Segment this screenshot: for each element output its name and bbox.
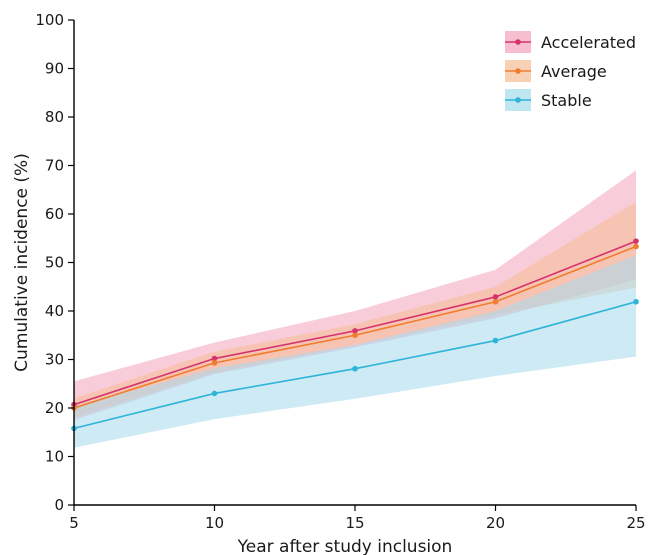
series-points	[71, 238, 639, 432]
x-tick-label: 25	[626, 514, 645, 532]
point-stable	[352, 365, 358, 372]
point-average	[211, 360, 218, 366]
confidence-bands	[74, 170, 636, 448]
legend-label: Accelerated	[541, 33, 636, 52]
legend-label: Average	[541, 62, 607, 81]
point-average	[633, 243, 639, 250]
point-accelerated	[352, 328, 358, 334]
y-ticks: 0 10 20 30 40 50 60 70 80 90 100	[35, 11, 74, 514]
x-axis-title: Year after study inclusion	[237, 537, 453, 555]
point-accelerated	[492, 294, 499, 300]
band-stable	[74, 255, 636, 448]
legend: Accelerated Average Stable	[505, 31, 636, 111]
y-tick-label: 30	[45, 351, 64, 369]
legend-marker	[515, 39, 521, 45]
legend-marker	[515, 68, 521, 74]
legend-item-accelerated: Accelerated	[505, 31, 636, 53]
y-axis-title: Cumulative incidence (%)	[12, 153, 32, 372]
legend-marker	[515, 97, 521, 103]
legend-item-stable: Stable	[505, 89, 592, 111]
legend-item-average: Average	[505, 60, 607, 82]
x-tick-label: 20	[486, 514, 505, 532]
point-average	[492, 298, 499, 305]
y-tick-label: 70	[45, 157, 64, 175]
y-tick-label: 80	[45, 108, 64, 126]
point-stable	[633, 298, 639, 305]
point-stable	[211, 390, 218, 397]
x-tick-label: 10	[205, 514, 224, 532]
point-stable	[492, 337, 499, 344]
legend-label: Stable	[541, 91, 592, 110]
x-ticks: 5 10 15 20 25	[69, 505, 646, 532]
y-tick-label: 40	[45, 302, 64, 320]
x-tick-label: 15	[345, 514, 364, 532]
y-tick-label: 10	[45, 448, 64, 466]
x-tick-label: 5	[69, 514, 79, 532]
y-tick-label: 90	[45, 60, 64, 78]
y-tick-label: 60	[45, 205, 64, 223]
point-accelerated	[211, 355, 218, 362]
y-tick-label: 100	[35, 11, 64, 29]
y-tick-label: 50	[45, 254, 64, 272]
y-tick-label: 20	[45, 399, 64, 417]
y-tick-label: 0	[54, 496, 64, 514]
point-accelerated	[633, 238, 639, 244]
point-average	[352, 332, 358, 339]
